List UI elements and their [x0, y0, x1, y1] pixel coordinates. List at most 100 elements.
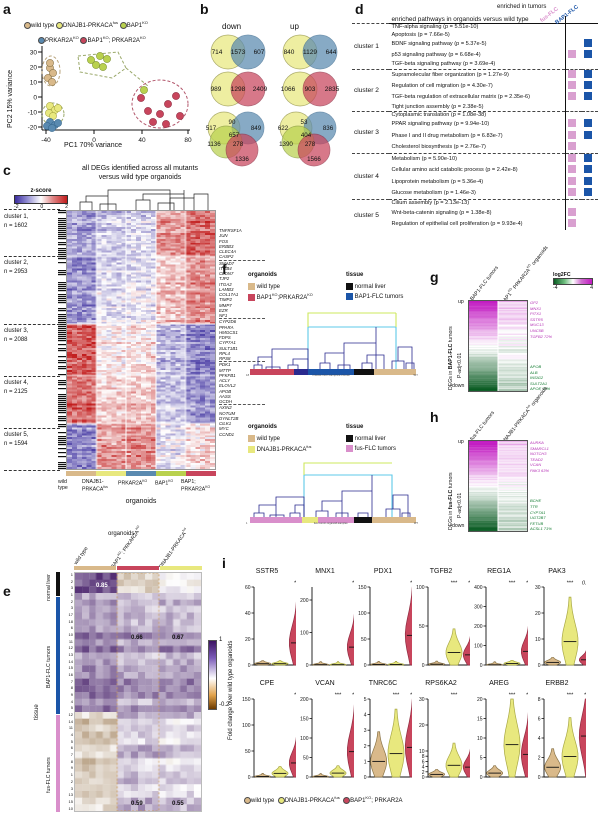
svg-text:0: 0	[538, 775, 541, 781]
svg-text:3: 3	[364, 728, 367, 734]
h-col1-header: fus-FLC tumors	[469, 410, 497, 442]
violin-panel: ERBB2 0 2 4 6 8 *** ***	[528, 680, 596, 784]
tissue-bar-fus-flc	[56, 715, 60, 812]
gene-label-down: BCHE	[530, 498, 542, 504]
colgroup-label-double: BAP1; PRKAR2AKO	[181, 479, 210, 493]
pathway-text: Cholesterol biosynthesis (p = 2.76e-7)	[391, 143, 486, 150]
row-number-label: 12	[68, 712, 73, 718]
row-number-label: 4	[70, 732, 73, 738]
svg-text:300: 300	[474, 605, 483, 611]
gene-label-up: NOTCH3	[530, 451, 547, 457]
pathway-text: Cytoplasmic translation (p = 1.08e-38)	[389, 110, 566, 120]
gene-list-spacer	[530, 474, 590, 499]
row-number-label: 10	[68, 805, 73, 811]
panel-c-letter: c	[3, 162, 11, 178]
colgroup-bar-wild-type	[66, 471, 96, 476]
svg-text:6: 6	[422, 759, 425, 765]
mark-fus-flc	[567, 188, 576, 197]
svg-text:100: 100	[242, 723, 251, 729]
enriched-in-tumors-label: enriched in tumors	[497, 4, 547, 10]
colgroup-label-line1: wild	[58, 479, 67, 485]
svg-text:849: 849	[251, 125, 262, 132]
pathway-row: cluster 3 Cytoplasmic translation (p = 1…	[352, 110, 598, 154]
pathway-text: p53 signaling pathway (p = 6.68e-4)	[391, 52, 481, 59]
pca-legend: wild type DNAJB1-PRKACAfus BAP1KO PRKAR2…	[20, 18, 220, 46]
svg-text:278: 278	[233, 141, 244, 148]
gene-label: NOTUM	[219, 410, 236, 416]
svg-text:278: 278	[305, 141, 316, 148]
gene-label: ITGB4	[219, 265, 232, 271]
h-up-label: up	[458, 439, 464, 445]
legend-label: wild type	[256, 284, 281, 291]
violin-shape	[445, 742, 463, 778]
svg-text:1298: 1298	[231, 86, 246, 93]
svg-text:150: 150	[358, 585, 367, 591]
g-col1-header: BAP1-FLC tumors	[469, 265, 500, 302]
h-down-label: down	[452, 523, 465, 529]
gene-label: COL17A1	[219, 292, 239, 297]
legend-square-wild-type	[248, 283, 255, 290]
pathway-text: PPAR signaling pathway (p = 9.94e-10)	[391, 121, 490, 128]
svg-text:80: 80	[184, 137, 192, 144]
violin-shape	[311, 773, 330, 778]
heatmap-c-rowmarks	[56, 210, 66, 470]
panel-g-letter: g	[430, 269, 439, 285]
pca-svg: 30 20 10 0 -10 -20 -40 0 40 80	[28, 46, 192, 144]
gene-label: RPS8	[219, 356, 265, 363]
cluster-label-3: cluster 3	[352, 110, 390, 154]
pathway-row: Tight junction assembly (p = 2.38e-5)	[352, 103, 598, 112]
violin-gene-title: REG1A	[487, 568, 511, 575]
cluster-n: n = 2125	[4, 389, 28, 395]
pathway-row: Wnt-beta-catenin signaling (p = 1.38e-8)	[352, 207, 598, 219]
h-col2-header: DNAJB1-PRKACAfus organoids	[500, 385, 550, 446]
hm-e-annotation-2: 0.67	[172, 635, 184, 641]
svg-text:-40: -40	[41, 137, 51, 144]
svg-text:0: 0	[364, 663, 367, 669]
zscore-tick-min: -2	[14, 204, 19, 210]
cluster-label-4: cluster 4	[352, 153, 390, 200]
mark-bap1-flc	[583, 92, 592, 101]
legend-label: wild type	[251, 798, 275, 804]
heatmap-e-body	[74, 572, 202, 812]
violin-gene-title: RPS6KA2	[425, 680, 457, 687]
cluster-label-5: cluster 5	[352, 199, 390, 231]
legend-label: DNAJB1-PRKACA	[256, 447, 307, 453]
zscore-scale: z-score -2 0 2	[14, 188, 68, 210]
heatmap-c-title-1: all DEGs identified across all mutants	[82, 165, 198, 172]
pathway-row: Regulation of epithelial cell proliferat…	[352, 218, 598, 231]
gene-label: DYNLT2B	[219, 415, 239, 421]
violin-grid: SSTR50204060***MNX10100200***PDX10501001…	[238, 568, 596, 790]
svg-text:400: 400	[474, 585, 483, 591]
gene-label: CASP2	[219, 254, 265, 261]
violin-shape	[311, 661, 330, 666]
gene-label: SMAD7	[219, 260, 235, 266]
violin-shape	[544, 657, 562, 666]
venn-svg-up-3: 622 53 836 404 1390 278 1566	[278, 111, 337, 167]
svg-text:200: 200	[300, 598, 309, 604]
pathway-row: TGF-beta signaling pathway (p = 3.69e-4)	[352, 61, 598, 70]
gene-label: CILK1	[219, 421, 232, 426]
svg-text:6: 6	[538, 717, 541, 723]
gene-label: TJP2	[219, 276, 230, 282]
svg-text:1: 1	[364, 759, 367, 765]
violin-shape	[288, 600, 306, 666]
gene-label-up: PITX1	[530, 311, 542, 317]
violin-gene-title: AREG	[489, 680, 509, 687]
pathway-table: enriched pathways in organoids versus wi…	[352, 16, 598, 231]
svg-text:2: 2	[422, 770, 425, 776]
gene-label: MMP7	[219, 302, 232, 308]
pathway-row: p53 signaling pathway (p = 6.68e-4)	[352, 50, 598, 62]
venn-row-3-down: 517 90 849 657 1136 278 1336	[198, 108, 276, 175]
gene-label-down: INSIG2	[530, 375, 544, 381]
pathway-row: Glucose metabolism (p = 1.46e-3)	[352, 188, 598, 200]
violin-gene-title: TNRC6C	[368, 680, 398, 687]
colgroup-label-wild-type: wild type	[58, 479, 68, 491]
svg-text:903: 903	[305, 86, 316, 93]
significance-marker: ***	[335, 693, 342, 699]
gene-label: NF1	[219, 313, 265, 320]
tissue-bar-bap1-flc	[56, 597, 60, 714]
venn-svg-up-1: 840 1129 644	[282, 34, 338, 70]
gene-label-up: MNX1	[530, 305, 542, 311]
